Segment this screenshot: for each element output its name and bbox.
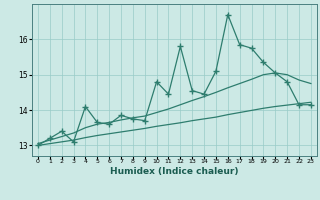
X-axis label: Humidex (Indice chaleur): Humidex (Indice chaleur) <box>110 167 239 176</box>
